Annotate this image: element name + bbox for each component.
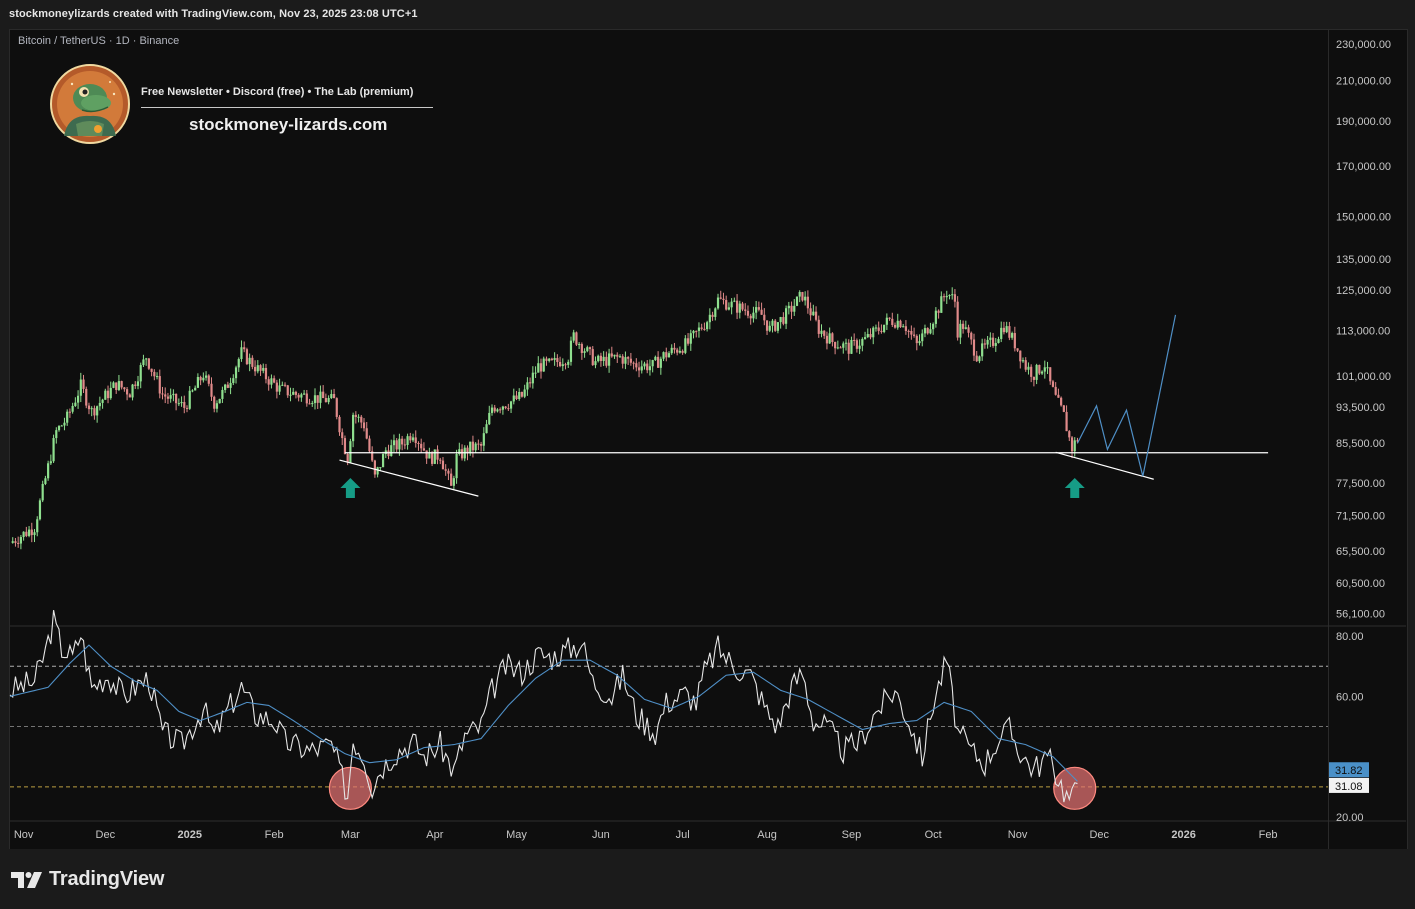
brand-name: TradingView — [49, 868, 165, 890]
footer-bar — [0, 849, 1415, 909]
attribution-bar: stockmoneylizards created with TradingVi… — [0, 0, 1415, 28]
chart-pane[interactable] — [9, 29, 1331, 851]
tradingview-logo-icon — [11, 871, 42, 888]
lizard-avatar-icon — [50, 64, 130, 144]
price-axis[interactable] — [1328, 29, 1408, 851]
attribution-text: stockmoneylizards created with TradingVi… — [9, 8, 418, 20]
promo-text: Free Newsletter • Discord (free) • The L… — [141, 86, 414, 98]
tradingview-brand[interactable]: TradingView — [11, 868, 164, 891]
site-link[interactable]: stockmoney-lizards.com — [189, 115, 388, 134]
symbol-title[interactable]: Bitcoin / TetherUS · 1D · Binance — [18, 35, 180, 47]
promo-divider — [141, 107, 433, 108]
